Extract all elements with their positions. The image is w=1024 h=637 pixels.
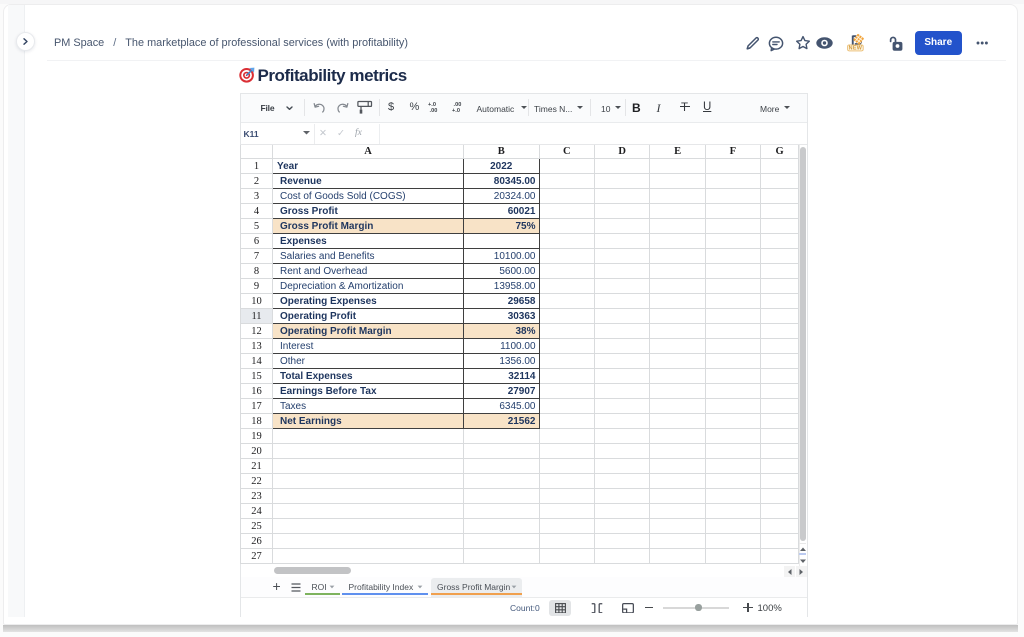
svg-text:NEW: NEW: [849, 46, 863, 52]
